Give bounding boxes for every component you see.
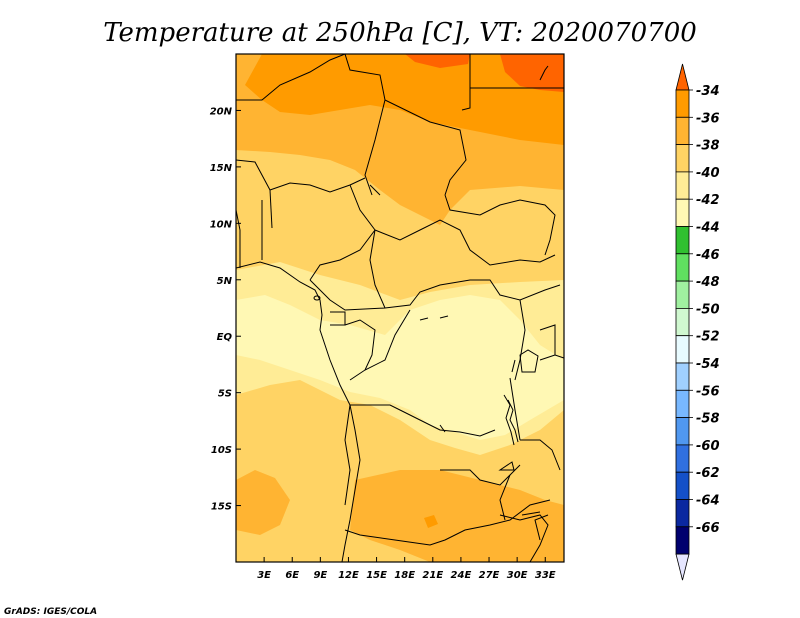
lat-tick-label: 15N [210,163,233,174]
temperature-band-m36-north-center [405,54,470,68]
lat-tick-label: 5S [218,389,232,400]
colorbar-label: -54 [696,357,720,372]
map-panel: 20N 15N 10N 5N EQ 5S 10S 15S 3E 6E 9E 12E 15E 18E 21E… [210,53,565,581]
lon-tick-label: 21E [422,570,443,581]
map-title: Temperature at 250hPa [C], VT: 202007070… [103,18,697,48]
colorbar-top-arrow [675,63,690,91]
colorbar-box [675,362,690,391]
lat-tick-label: 10S [211,445,232,456]
credit-label: GrADS: IGES/COLA [4,607,97,617]
temperature-band-m44-core [236,295,564,440]
colorbar-box [675,253,690,282]
colorbar-label: -40 [696,166,720,181]
lon-tick-label: 30E [507,570,528,581]
temperature-band-m38-south [350,470,564,562]
colorbar-box [675,226,690,255]
temperature-band-m38-southwest-patch [236,470,290,535]
colorbar-label: -66 [696,521,720,536]
colorbar-box [675,116,690,146]
lon-tick-label: 9E [313,570,327,581]
colorbar-box [675,280,690,309]
colorbar-label: -46 [696,248,720,263]
coastlines-and-lakes [236,65,549,562]
colorbar-label: -62 [696,466,720,481]
lat-tick-label: 10N [210,219,233,230]
colorbar-box [675,417,690,446]
temperature-band-m36-south-spot [424,515,438,528]
lon-tick-label: 6E [285,570,299,581]
longitude-axis: 3E 6E 9E 12E 15E 18E 21E 24E 27E 30E 33E [257,557,556,581]
colorbar-label: -56 [696,384,720,399]
colorbar-label: -44 [696,221,720,236]
lon-tick-label: 15E [366,570,387,581]
lon-tick-label: 18E [394,570,415,581]
colorbar-label: -36 [696,111,720,126]
colorbar-label: -34 [696,84,720,99]
colorbar-box [675,89,690,118]
colorbar-box [675,471,690,500]
lon-tick-label: 33E [535,570,556,581]
lat-tick-label: EQ [217,332,233,343]
colorbar-bottom-arrow [675,553,690,581]
latitude-axis: 20N 15N 10N 5N EQ 5S 10S 15S [210,106,241,513]
colorbar-label: -58 [696,412,720,427]
lon-tick-label: 12E [338,570,359,581]
temperature-band-m38-north [245,54,564,145]
colorbar-box [675,335,690,364]
colorbar-box [675,389,690,418]
colorbar-label: -50 [696,302,720,317]
colorbar-label: -42 [696,193,720,208]
colorbar-box [675,198,690,227]
colorbar-label: -48 [696,275,720,290]
lat-tick-label: 15S [211,502,232,513]
country-borders [236,54,564,562]
colorbar-label: -60 [696,439,720,454]
colorbar-box [675,499,690,528]
colorbar-label: -52 [696,330,720,345]
lon-tick-label: 3E [257,570,271,581]
temperature-band-m36-northeast [500,54,564,92]
lon-tick-label: 24E [451,570,472,581]
colorbar: -34 -36 -38 -40 -42 -44 -46 -48 -50 -52 -54 -56 -58 -… [675,63,720,581]
colorbar-box [675,444,690,473]
colorbar-box [675,171,690,200]
lat-tick-label: 5N [217,276,233,287]
colorbar-box [675,307,690,337]
colorbar-box [675,526,690,555]
map-frame [235,53,565,563]
colorbar-label: -38 [696,139,720,154]
colorbar-label: -64 [696,494,720,509]
lon-tick-label: 27E [479,570,500,581]
colorbar-box [675,144,690,173]
lat-tick-label: 20N [210,106,233,117]
